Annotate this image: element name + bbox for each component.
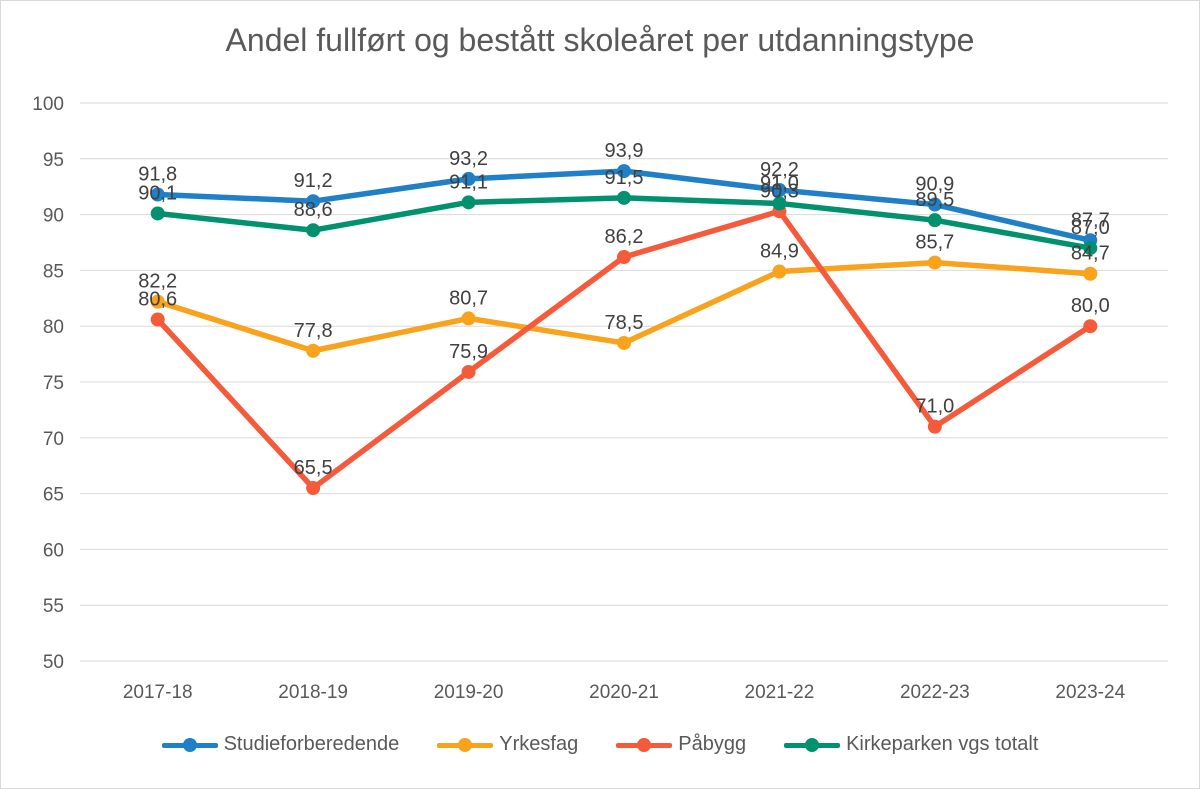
- data-point: [306, 194, 321, 209]
- data-label: 86,2: [605, 226, 644, 248]
- data-label: 80,6: [138, 289, 177, 311]
- chart-title: Andel fullført og bestått skoleåret per …: [225, 22, 975, 58]
- y-tick-label: 85: [43, 261, 64, 282]
- data-label: 91,5: [605, 167, 644, 189]
- data-point: [461, 364, 476, 379]
- data-point: [1083, 241, 1098, 256]
- x-axis-ticks: 2017-18 2018-19 2019-20 2020-21 2021-22 2022-…: [123, 682, 1126, 703]
- data-label: 90,3: [760, 180, 799, 202]
- legend-label: Kirkeparken vgs totalt: [846, 733, 1039, 755]
- data-label: 84,7: [1071, 243, 1110, 265]
- y-tick-label: 75: [43, 373, 64, 394]
- legend-item: Kirkeparken vgs totalt: [784, 733, 1038, 756]
- y-tick-label: 65: [43, 485, 64, 506]
- x-tick-label: 2023-24: [1055, 682, 1125, 703]
- data-point: [772, 196, 787, 211]
- data-label: 93,2: [449, 148, 488, 170]
- legend-label: Studieforberedende: [223, 733, 400, 755]
- data-point: [306, 223, 321, 238]
- data-label: 65,5: [294, 457, 333, 479]
- series-layer: [150, 164, 1098, 496]
- data-point: [150, 294, 165, 309]
- data-label: 84,9: [760, 241, 799, 263]
- y-tick-label: 100: [32, 94, 64, 115]
- data-label: 87,7: [1071, 209, 1110, 231]
- legend-swatch: [784, 737, 841, 752]
- data-point: [461, 171, 476, 186]
- data-point: [927, 197, 942, 212]
- data-point: [927, 213, 942, 228]
- y-tick-label: 60: [43, 540, 64, 561]
- data-label: 75,9: [449, 341, 488, 363]
- data-point: [461, 195, 476, 210]
- gridlines: [80, 102, 1168, 662]
- data-label: 90,1: [138, 182, 177, 204]
- data-label: 78,5: [605, 312, 644, 334]
- data-label: 90,9: [915, 174, 954, 196]
- x-tick-label: 2021-22: [745, 682, 815, 703]
- data-label: 92,2: [760, 159, 799, 181]
- x-tick-label: 2022-23: [900, 682, 970, 703]
- legend-item: Yrkesfag: [437, 733, 578, 756]
- y-tick-label: 50: [43, 652, 64, 673]
- y-tick-label: 70: [43, 429, 64, 450]
- data-point: [306, 481, 321, 496]
- data-label: 80,7: [449, 287, 488, 309]
- data-label: 93,9: [605, 140, 644, 162]
- data-label: 77,8: [294, 320, 333, 342]
- legend-swatch: [437, 737, 494, 752]
- legend: Studieforberedende Yrkesfag Påbygg Kirkepar…: [0, 733, 1200, 756]
- data-labels: 91,8 91,2 93,2 93,9 92,2 90,9 87,7 82,2 77,8 80,7…: [138, 140, 1110, 479]
- data-point: [617, 164, 631, 179]
- data-point: [617, 190, 631, 205]
- x-tick-label: 2018-19: [278, 682, 348, 703]
- y-tick-label: 90: [43, 206, 64, 227]
- data-point: [617, 335, 631, 350]
- data-point: [1083, 319, 1098, 334]
- data-point: [617, 250, 631, 265]
- data-label: 89,5: [915, 189, 954, 211]
- data-point: [150, 206, 165, 221]
- y-axis-ticks: 50 55 60 65 70 75 80 85 90 95 100: [32, 94, 64, 673]
- data-point: [927, 419, 942, 434]
- x-tick-label: 2017-18: [123, 682, 193, 703]
- data-point: [927, 255, 942, 270]
- x-tick-label: 2019-20: [434, 682, 504, 703]
- data-point: [150, 312, 165, 327]
- data-label: 91,8: [138, 164, 177, 186]
- x-tick-label: 2020-21: [589, 682, 659, 703]
- data-label: 80,0: [1071, 295, 1110, 317]
- data-point: [1083, 266, 1098, 281]
- data-point: [461, 311, 476, 326]
- data-point: [772, 264, 787, 279]
- legend-label: Yrkesfag: [499, 733, 579, 755]
- y-tick-label: 80: [43, 317, 64, 338]
- data-label: 87,0: [1071, 217, 1110, 239]
- data-point: [150, 187, 165, 202]
- data-label: 71,0: [915, 396, 954, 418]
- legend-swatch: [161, 737, 218, 752]
- data-label: 85,7: [915, 232, 954, 254]
- legend-item: Studieforberedende: [161, 733, 400, 756]
- data-label: 91,1: [449, 171, 488, 193]
- y-tick-label: 55: [43, 596, 64, 617]
- data-point: [772, 183, 787, 198]
- data-label: 88,6: [294, 199, 333, 221]
- data-label: 91,0: [760, 172, 799, 194]
- legend-label: Påbygg: [678, 733, 747, 755]
- y-tick-label: 95: [43, 150, 64, 171]
- data-label: 82,2: [138, 271, 177, 293]
- data-label: 91,2: [294, 170, 333, 192]
- legend-swatch: [616, 737, 673, 752]
- legend-item: Påbygg: [616, 733, 746, 756]
- data-point: [306, 343, 321, 358]
